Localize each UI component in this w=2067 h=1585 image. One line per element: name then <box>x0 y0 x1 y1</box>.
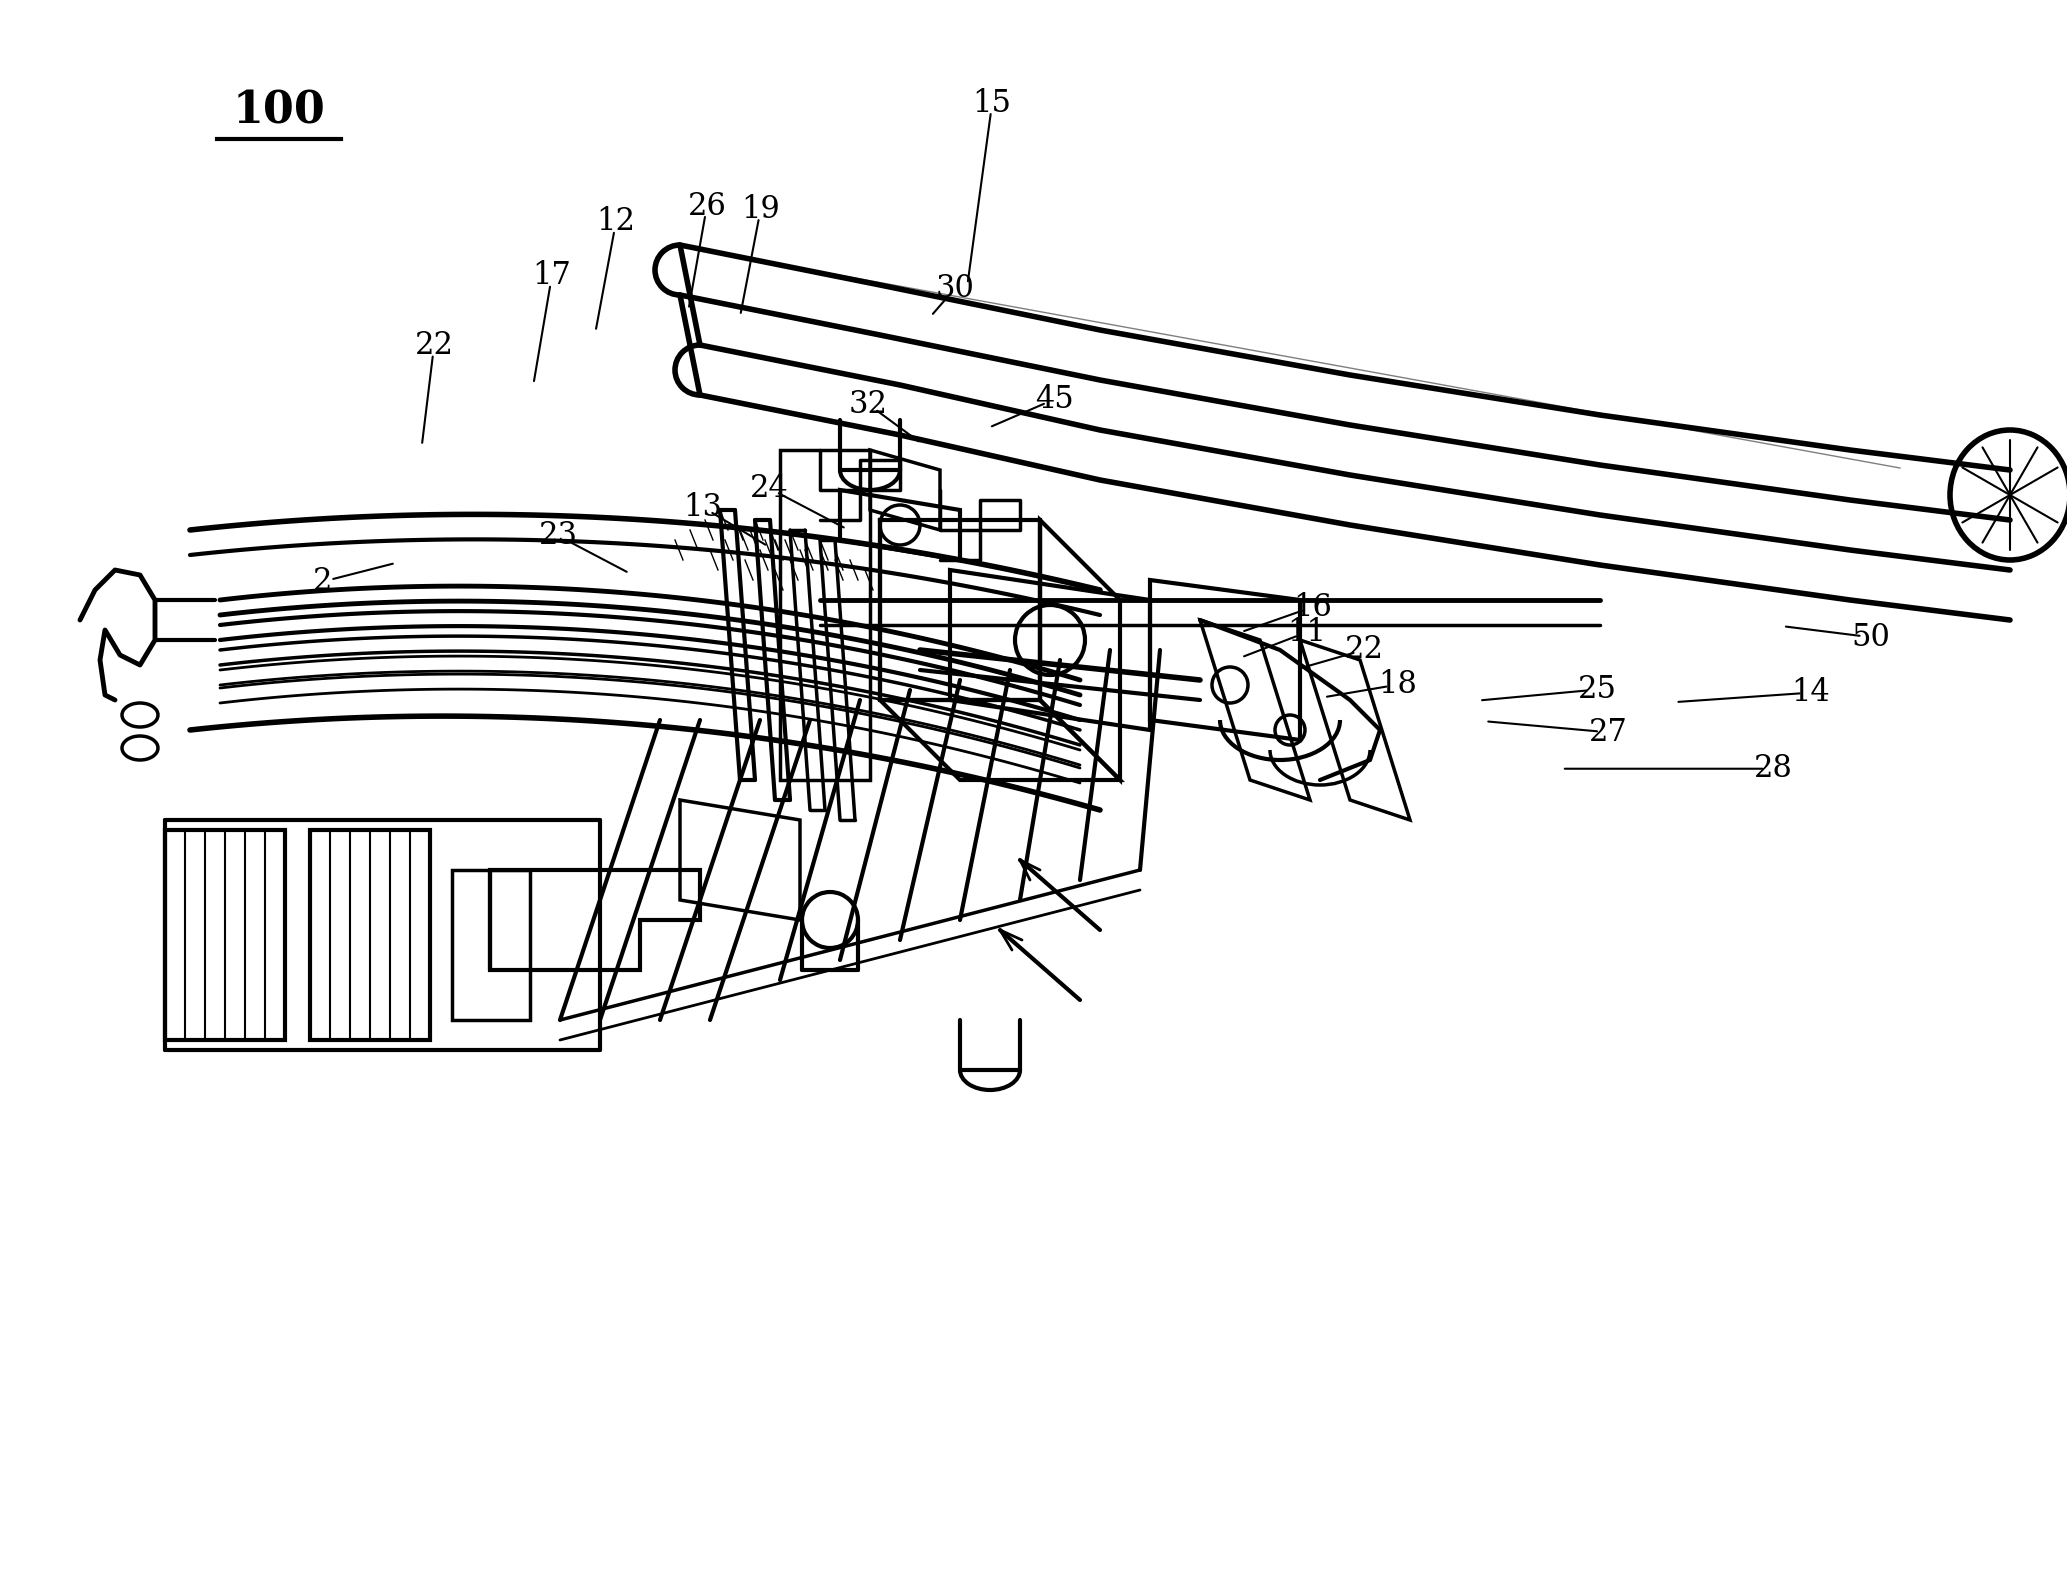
Text: 100: 100 <box>234 89 325 133</box>
Text: 17: 17 <box>533 260 570 292</box>
Text: 23: 23 <box>539 520 577 552</box>
Text: 24: 24 <box>750 472 788 504</box>
Text: 45: 45 <box>1036 384 1073 415</box>
Text: 16: 16 <box>1294 591 1331 623</box>
Text: 25: 25 <box>1579 674 1616 705</box>
Text: 30: 30 <box>936 273 974 304</box>
Text: 26: 26 <box>688 190 726 222</box>
Text: 22: 22 <box>1346 634 1383 666</box>
Text: 22: 22 <box>415 330 453 361</box>
Text: 18: 18 <box>1379 669 1416 701</box>
Text: 11: 11 <box>1288 617 1325 648</box>
Text: 50: 50 <box>1852 621 1889 653</box>
Text: 28: 28 <box>1755 753 1792 785</box>
Text: 15: 15 <box>974 87 1011 119</box>
Text: 2: 2 <box>312 566 333 598</box>
Text: 13: 13 <box>684 491 721 523</box>
Text: 32: 32 <box>850 388 887 420</box>
Text: 12: 12 <box>597 206 635 238</box>
Text: 19: 19 <box>742 193 779 225</box>
Text: 14: 14 <box>1792 677 1829 708</box>
Text: 27: 27 <box>1590 716 1627 748</box>
